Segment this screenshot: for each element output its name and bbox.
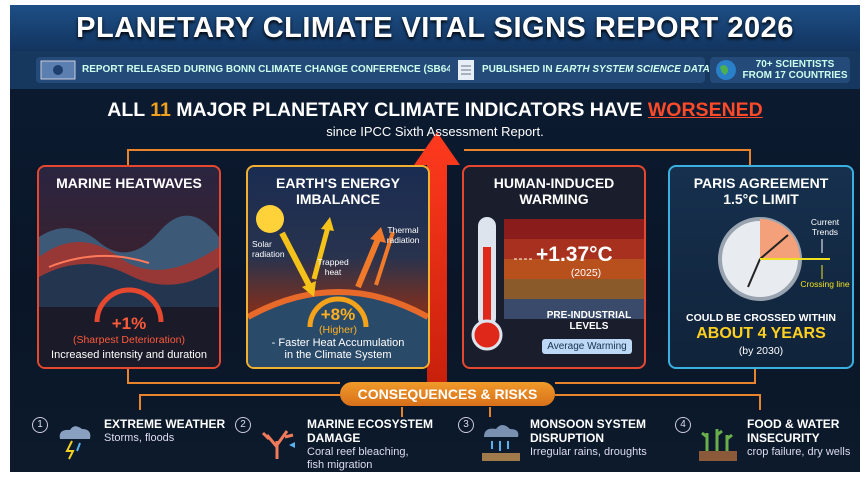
item-description: Coral reef bleaching, fish migration [307,446,427,472]
item-description: crop failure, dry wells [747,446,860,459]
item-icon [257,421,299,463]
description: Increased intensity and duration [39,349,219,361]
headline-number: 11 [150,99,171,121]
value-note: (by 2030) [670,345,852,357]
legend-pill: Average Warming [542,339,632,354]
icon [456,59,476,81]
badge: PUBLISHED IN EARTH SYSTEM SCIENCE DATA [450,57,705,83]
panel-title: EARTH'S ENERGY IMBALANCE [248,175,428,207]
diagram-label: Trapped heat [308,257,358,277]
item-title: FOOD & WATER INSECURITY [747,417,860,445]
panel-title: HUMAN-INDUCED WARMING [464,175,644,207]
section-pill: CONSEQUENCES & RISKS [340,382,555,406]
item-number: 2 [235,417,251,433]
panel: Current Trends Crossing line COULD BE CR… [668,165,854,369]
clock-label: Current Trends [800,217,850,237]
panel-title: PARIS AGREEMENT 1.5°C LIMIT [670,175,852,207]
item-number: 1 [32,417,48,433]
item-icon [54,421,96,463]
item-title: MONSOON SYSTEM DISRUPTION [530,417,670,445]
item-icon [697,421,739,463]
badge-text: 70+ SCIENTISTS [740,59,850,70]
badge-text: REPORT RELEASED DURING BONN CLIMATE CHAN… [82,64,455,75]
value: +1% [39,314,219,334]
value: +1.37°C [536,243,613,267]
value-note: (Sharpest Deterioration) [39,334,219,346]
headline-text: MAJOR PLANETARY CLIMATE INDICATORS HAVE [171,99,648,121]
badge-text: PUBLISHED IN EARTH SYSTEM SCIENCE DATA [482,64,710,75]
headline-text: ALL [107,99,150,121]
badge: REPORT RELEASED DURING BONN CLIMATE CHAN… [36,57,456,83]
panel-title: MARINE HEATWAVES [39,175,219,191]
description: COULD BE CROSSED WITHIN [670,312,852,324]
item-number: 4 [675,417,691,433]
subtitle: since IPCC Sixth Assessment Report. [10,124,860,139]
headline: ALL 11 MAJOR PLANETARY CLIMATE INDICATOR… [10,99,860,122]
description: - Faster Heat Accumulation in the Climat… [268,337,408,361]
infographic: PLANETARY CLIMATE VITAL SIGNS REPORT 202… [10,5,860,472]
icon [40,60,76,80]
value-note: (Higher) [248,324,428,336]
value: ABOUT 4 YEARS [670,325,852,343]
diagram-label: Thermal radiation [380,225,426,245]
item-number: 3 [458,417,474,433]
badge-text: PUBLISHED IN [482,64,555,75]
title: PLANETARY CLIMATE VITAL SIGNS REPORT 202… [10,12,860,45]
item-icon [480,421,522,463]
baseline-label: PRE-INDUSTRIAL LEVELS [534,310,644,332]
badge-emphasis: EARTH SYSTEM SCIENCE DATA [555,64,709,75]
panel: Solar radiation Trapped heat Thermal rad… [246,165,430,369]
diagram-label: Solar radiation [252,239,292,259]
item-title: EXTREME WEATHER [104,417,244,431]
headline-emphasis: WORSENED [648,99,763,121]
value: +8% [248,305,428,325]
item-title: MARINE ECOSYSTEM DAMAGE [307,417,447,445]
panel: +1% (Sharpest Deterioration) Increased i… [37,165,221,369]
panel: +1.37°C (2025) PRE-INDUSTRIAL LEVELS Ave… [462,165,646,369]
item-description: Irregular rains, droughts [530,446,650,459]
item-description: Storms, floods [104,432,224,445]
badge-text: FROM 17 COUNTRIES [740,70,850,81]
value-note: (2025) [536,267,636,279]
clock-label: Crossing line [800,279,850,289]
globe-icon [715,59,737,81]
